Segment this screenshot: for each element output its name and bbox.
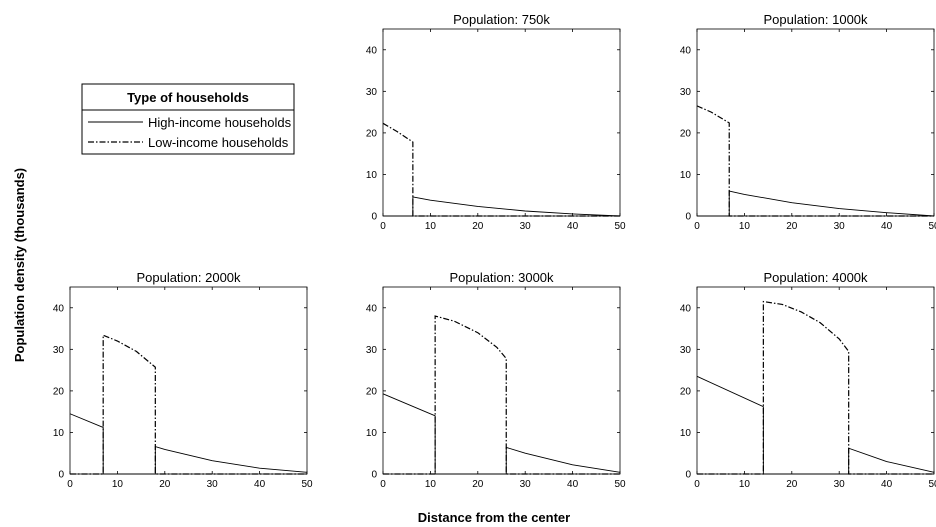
x-tick-label: 20 [786, 479, 798, 490]
series-line-low-income [697, 300, 934, 475]
plot-area [696, 286, 935, 475]
plot-area [69, 286, 308, 475]
x-tick-label: 40 [567, 221, 579, 232]
plot-area [382, 28, 621, 217]
y-tick-label: 20 [366, 128, 378, 139]
x-tick-label: 40 [254, 479, 266, 490]
series-line-low-income [383, 315, 620, 475]
y-axis-label: Population density (thousands) [12, 168, 27, 362]
chart-panel-3: Population: 2000k 0 10 20 30 40 50 0 10 20 30 40 [53, 270, 313, 490]
series-line-low-income [382, 122, 620, 217]
x-tick-label: 30 [520, 479, 532, 490]
y-tick-label: 30 [680, 345, 692, 356]
series-line-high-income [697, 190, 935, 217]
x-tick-label: 10 [112, 479, 124, 490]
series-line-low-income [70, 334, 307, 475]
panel-title: Population: 1000k [763, 12, 868, 27]
x-tick-label: 30 [834, 221, 846, 232]
x-tick-label: 50 [614, 221, 626, 232]
legend-label-low-income: Low-income households [148, 135, 289, 150]
x-tick-label: 0 [694, 479, 700, 490]
panel-title: Population: 2000k [136, 270, 241, 285]
y-tick-label: 0 [685, 212, 691, 223]
x-tick-label: 0 [694, 221, 700, 232]
y-tick-label: 40 [366, 303, 378, 314]
x-tick-label: 40 [567, 479, 579, 490]
panel-title: Population: 750k [453, 12, 550, 27]
x-tick-label: 30 [207, 479, 219, 490]
chart-panel-1: Population: 750k 0 10 20 30 40 50 0 10 20 30 40 [366, 12, 626, 232]
chart-panel-5: Population: 4000k 0 10 20 30 40 50 0 10 20 30 40 [680, 270, 936, 490]
x-tick-label: 40 [881, 221, 893, 232]
legend-label-high-income: High-income households [148, 115, 292, 130]
x-tick-label: 10 [425, 479, 437, 490]
x-tick-label: 10 [425, 221, 437, 232]
panel-title: Population: 3000k [449, 270, 554, 285]
y-tick-label: 0 [685, 470, 691, 481]
legend: Type of households High-income household… [81, 83, 295, 155]
y-tick-label: 30 [680, 87, 692, 98]
y-tick-label: 20 [53, 386, 65, 397]
x-tick-label: 0 [67, 479, 73, 490]
y-tick-label: 20 [680, 128, 692, 139]
y-tick-label: 40 [53, 303, 65, 314]
plot-area [696, 28, 935, 217]
plot-area [382, 286, 621, 475]
x-tick-label: 20 [159, 479, 171, 490]
series-line-low-income [696, 105, 934, 217]
y-tick-label: 10 [680, 170, 692, 181]
y-tick-label: 10 [53, 428, 65, 439]
y-tick-label: 20 [366, 386, 378, 397]
x-tick-label: 10 [739, 479, 751, 490]
y-tick-label: 30 [366, 87, 378, 98]
y-tick-label: 40 [366, 45, 378, 56]
x-tick-label: 0 [380, 479, 386, 490]
y-tick-label: 10 [366, 428, 378, 439]
x-tick-label: 50 [928, 221, 936, 232]
y-tick-label: 20 [680, 386, 692, 397]
y-tick-label: 40 [680, 303, 692, 314]
panel-title: Population: 4000k [763, 270, 868, 285]
x-tick-label: 30 [834, 479, 846, 490]
x-tick-label: 50 [301, 479, 313, 490]
x-tick-label: 20 [472, 221, 484, 232]
y-tick-label: 30 [53, 345, 65, 356]
y-tick-label: 30 [366, 345, 378, 356]
chart-panel-4: Population: 3000k 0 10 20 30 40 50 0 10 20 30 40 [366, 270, 626, 490]
y-tick-label: 40 [680, 45, 692, 56]
x-axis-label: Distance from the center [418, 510, 570, 525]
x-tick-label: 0 [380, 221, 386, 232]
x-tick-label: 20 [472, 479, 484, 490]
chart-panel-2: Population: 1000k 0 10 20 30 40 50 0 10 20 30 40 [680, 12, 936, 232]
x-tick-label: 50 [928, 479, 936, 490]
legend-title: Type of households [127, 90, 249, 105]
x-tick-label: 30 [520, 221, 532, 232]
legend-box [81, 83, 295, 155]
y-tick-label: 0 [371, 470, 377, 481]
y-tick-label: 0 [371, 212, 377, 223]
x-tick-label: 10 [739, 221, 751, 232]
y-tick-label: 10 [680, 428, 692, 439]
y-tick-label: 0 [58, 470, 64, 481]
x-tick-label: 20 [786, 221, 798, 232]
x-tick-label: 40 [881, 479, 893, 490]
x-tick-label: 50 [614, 479, 626, 490]
y-tick-label: 10 [366, 170, 378, 181]
